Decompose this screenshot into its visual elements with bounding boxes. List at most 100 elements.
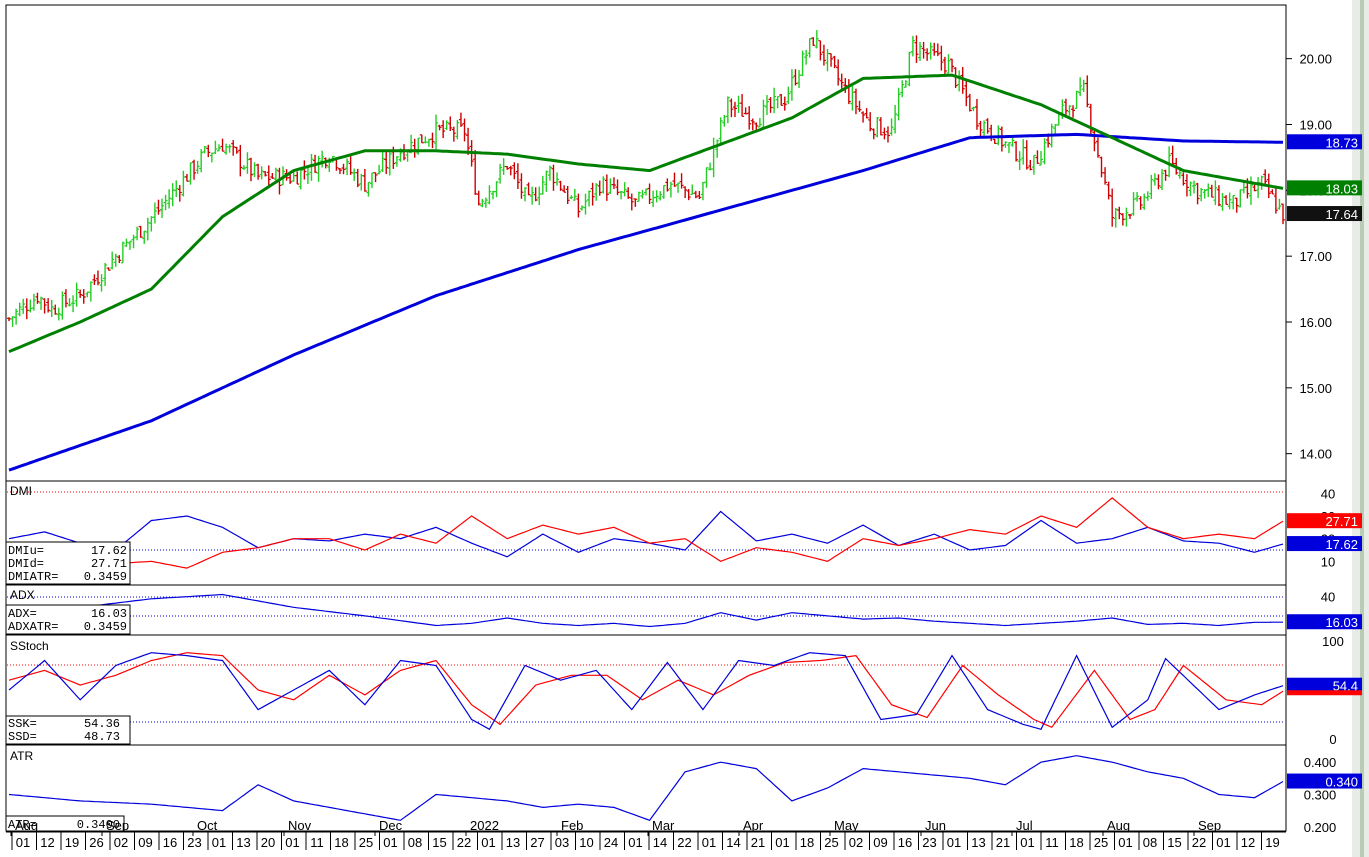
price-bar xyxy=(964,79,969,107)
price-bar xyxy=(740,94,745,117)
price-bar xyxy=(853,88,858,115)
price-bar xyxy=(1224,195,1229,205)
price-bar xyxy=(779,94,784,106)
price-bar xyxy=(985,118,990,134)
price-bar xyxy=(434,114,439,150)
price-bar xyxy=(583,193,588,215)
ssk-label: SSK= xyxy=(8,717,37,731)
price-bar xyxy=(764,95,769,116)
price-bar xyxy=(17,302,22,317)
x-day-label: 22 xyxy=(457,835,471,850)
price-bar xyxy=(946,54,951,74)
price-bar xyxy=(192,159,197,180)
dmi-u-value: 17.62 xyxy=(91,544,127,558)
ma-short-last-badge-bg xyxy=(1287,180,1362,196)
price-bar xyxy=(498,163,503,184)
price-bar xyxy=(1188,181,1193,197)
x-day-label: 01 xyxy=(628,835,642,850)
price-bar xyxy=(46,298,51,313)
x-day-label: 10 xyxy=(579,835,593,850)
price-bar xyxy=(451,126,456,142)
price-bar xyxy=(640,189,645,199)
price-bar xyxy=(658,191,663,201)
adx-label: ADX= xyxy=(8,607,37,621)
price-bar xyxy=(978,120,983,138)
price-bar xyxy=(782,96,787,111)
price-bar xyxy=(533,187,538,202)
price-bar xyxy=(604,174,609,201)
price-bar xyxy=(772,87,777,114)
ma-short-last-badge-text: 18.03 xyxy=(1325,181,1358,196)
x-day-label: 21 xyxy=(751,835,765,850)
price-bar xyxy=(1024,140,1029,170)
price-bar xyxy=(821,44,826,66)
atr-line xyxy=(8,755,1284,822)
stoch-y-tick-label: 0 xyxy=(1329,732,1336,747)
price-bar xyxy=(907,51,912,87)
x-day-label: 23 xyxy=(187,835,201,850)
price-bar xyxy=(238,144,243,177)
stoch-k-last-badge-text: 54.4 xyxy=(1333,679,1358,694)
price-bar xyxy=(241,165,246,170)
price-bar xyxy=(540,175,545,195)
atr-y-tick-label: 0.400 xyxy=(1304,755,1337,770)
x-day-label: 01 xyxy=(481,835,495,850)
price-bar xyxy=(298,169,303,190)
price-bar xyxy=(188,162,193,185)
dmi-minus-last-badge-bg xyxy=(1287,513,1362,529)
price-bar xyxy=(718,117,723,146)
price-bar xyxy=(202,146,207,154)
atr-panel-frame xyxy=(5,744,1287,832)
price-bar xyxy=(1042,138,1047,165)
price-bar xyxy=(88,281,93,302)
atr-label: ATR= xyxy=(8,818,37,832)
price-bar xyxy=(811,37,816,46)
price-bar xyxy=(1231,195,1236,210)
adx-last-badge-bg xyxy=(1287,614,1362,630)
price-bar xyxy=(377,164,382,175)
price-bar xyxy=(836,59,841,86)
x-day-label: 14 xyxy=(726,835,740,850)
price-bar xyxy=(889,118,894,136)
price-bar xyxy=(309,153,314,181)
x-day-label: 13 xyxy=(971,835,985,850)
atr-y-tick-label: 0.200 xyxy=(1304,820,1337,835)
price-bar xyxy=(117,255,122,264)
x-day-label: 03 xyxy=(555,835,569,850)
price-bar xyxy=(63,289,68,308)
price-bar xyxy=(35,292,40,304)
price-bar xyxy=(942,56,947,77)
price-bar xyxy=(885,126,890,143)
price-bar xyxy=(729,98,734,118)
price-bar xyxy=(882,127,887,140)
price-bar xyxy=(120,241,125,264)
dmi-minus-line xyxy=(8,497,1284,569)
price-bar xyxy=(569,195,574,200)
price-bar xyxy=(92,274,97,285)
price-bar xyxy=(679,173,684,189)
dmi-y-tick-label: 10 xyxy=(1321,554,1335,569)
close-last-badge: 17.64 xyxy=(1287,206,1362,222)
dmi-d-value: 27.71 xyxy=(91,557,127,571)
stoch-k-last-badge-bg xyxy=(1287,677,1362,693)
price-bar xyxy=(896,87,901,121)
price-bar xyxy=(1213,180,1218,206)
price-bar xyxy=(1195,182,1200,205)
atr-last-badge-bg xyxy=(1287,773,1362,789)
x-day-label: 09 xyxy=(138,835,152,850)
price-bar xyxy=(67,298,72,307)
price-bar xyxy=(1110,188,1115,227)
price-bar xyxy=(1277,198,1282,210)
price-bar xyxy=(177,185,182,202)
price-bar xyxy=(893,104,898,134)
price-bar xyxy=(480,198,485,208)
price-bar xyxy=(14,308,19,325)
price-y-tick-label: 20.00 xyxy=(1299,52,1332,67)
price-bar xyxy=(732,101,737,118)
x-day-label: 18 xyxy=(1069,835,1083,850)
price-bar xyxy=(526,182,531,196)
price-bar xyxy=(633,198,638,207)
price-y-tick-label: 16.00 xyxy=(1299,315,1332,330)
close-last-badge-text: 17.64 xyxy=(1325,207,1358,222)
